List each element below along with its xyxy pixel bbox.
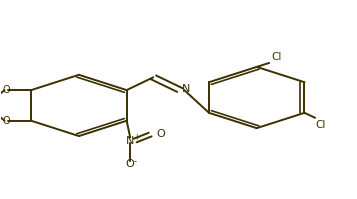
Text: O: O (156, 129, 165, 139)
Text: +: + (133, 133, 140, 142)
Text: O: O (126, 159, 135, 169)
Text: -: - (134, 157, 137, 166)
Text: N: N (126, 136, 134, 145)
Text: O: O (2, 116, 10, 126)
Text: Cl: Cl (315, 120, 326, 130)
Text: O: O (2, 85, 10, 95)
Text: Cl: Cl (271, 52, 281, 62)
Text: N: N (182, 84, 190, 94)
